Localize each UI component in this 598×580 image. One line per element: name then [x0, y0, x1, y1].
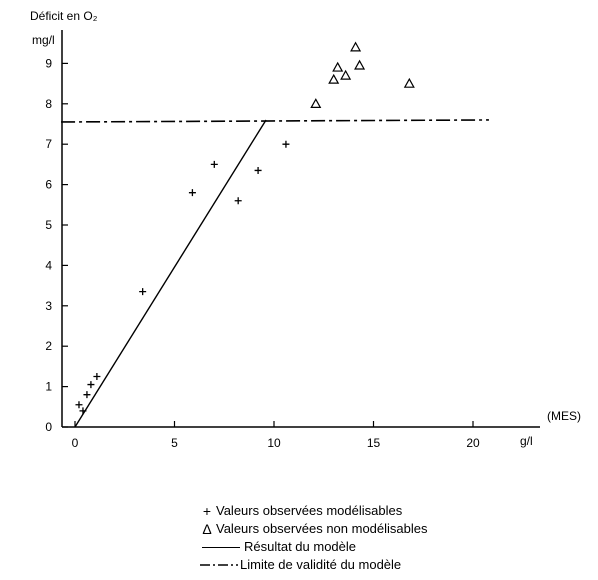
y-tick-label: 1 — [45, 380, 52, 394]
y-axis-label: mg/l — [32, 33, 55, 47]
x-axis-label: (MES) — [547, 409, 581, 423]
plus-marker — [83, 391, 91, 399]
legend-item-model-result: Résultat du modèle — [198, 538, 428, 556]
triangle-marker — [332, 61, 344, 72]
x-axis-unit: g/l — [520, 434, 533, 448]
y-tick-label: 9 — [45, 56, 52, 70]
x-tick-label: 20 — [466, 436, 480, 450]
legend-label: Valeurs observées modélisables — [216, 503, 403, 518]
x-tick-label: 10 — [267, 436, 281, 450]
plus-marker — [282, 140, 290, 148]
x-tick-label: 15 — [367, 436, 381, 450]
x-tick-label: 5 — [171, 436, 178, 450]
legend-label: Résultat du modèle — [244, 539, 357, 554]
plus-marker — [139, 288, 147, 296]
legend: + Valeurs observées modélisables Δ Valeu… — [198, 502, 428, 574]
legend-item-modelisables: + Valeurs observées modélisables — [198, 502, 428, 520]
y-tick-label: 3 — [45, 299, 52, 313]
solid-line-icon — [202, 546, 240, 548]
plus-marker — [254, 166, 262, 174]
y-tick-label: 7 — [45, 137, 52, 151]
legend-item-non-modelisables: Δ Valeurs observées non modélisables — [198, 520, 428, 538]
legend-item-model-limit: Limite de validité du modèle — [198, 556, 428, 574]
plus-marker — [210, 160, 218, 168]
plus-marker — [75, 401, 83, 409]
legend-label: Limite de validité du modèle — [240, 557, 402, 572]
triangle-marker — [340, 69, 352, 80]
plus-marker — [188, 189, 196, 197]
triangle-marker-icon: Δ — [202, 521, 212, 537]
y-tick-label: 0 — [45, 420, 52, 434]
chart-title: Déficit en O₂ — [30, 9, 98, 23]
plus-marker — [234, 197, 242, 205]
plus-marker — [87, 381, 95, 389]
plus-marker — [93, 373, 101, 380]
plus-marker-icon: + — [202, 503, 212, 519]
triangle-marker — [350, 41, 362, 52]
y-tick-label: 8 — [45, 97, 52, 111]
y-tick-label: 2 — [45, 339, 52, 353]
triangle-marker — [403, 77, 415, 88]
y-tick-label: 4 — [45, 258, 52, 272]
triangle-marker — [328, 73, 340, 84]
triangle-marker — [354, 59, 366, 70]
y-tick-label: 6 — [45, 178, 52, 192]
x-tick-label: 0 — [72, 436, 79, 450]
triangle-marker — [310, 98, 322, 108]
model-validity-limit-line — [61, 119, 489, 123]
y-tick-label: 5 — [45, 218, 52, 232]
dash-dot-line-icon — [200, 564, 238, 566]
model-result-line — [74, 119, 267, 428]
legend-label: Valeurs observées non modélisables — [216, 521, 428, 536]
chart: 0 1 2 3 4 5 6 7 8 9 0 5 10 15 20 Déficit en O₂ mg/l (MES)… — [30, 9, 581, 450]
